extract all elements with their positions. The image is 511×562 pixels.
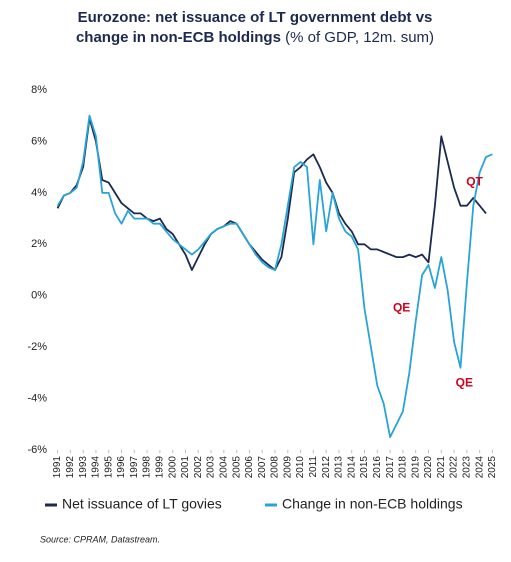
y-tick-label: 2% bbox=[31, 238, 47, 250]
x-tick-label: 2007 bbox=[257, 456, 268, 479]
x-tick-label: 2018 bbox=[398, 456, 409, 479]
x-tick-label: 2022 bbox=[449, 456, 460, 479]
x-tick-label: 2003 bbox=[206, 456, 217, 479]
x-tick-label: 1998 bbox=[142, 456, 153, 479]
x-tick-label: 2000 bbox=[167, 456, 178, 479]
annotation: QE bbox=[393, 301, 410, 315]
x-tick-label: 2008 bbox=[270, 456, 281, 479]
x-tick-label: 1995 bbox=[103, 456, 114, 479]
y-tick-label: -2% bbox=[27, 341, 47, 353]
x-tick-label: 2017 bbox=[385, 456, 396, 479]
annotation: QT bbox=[466, 175, 483, 189]
y-tick-label: 4% bbox=[31, 187, 47, 199]
x-tick-label: 1996 bbox=[116, 456, 127, 479]
annotation: QE bbox=[456, 375, 473, 389]
x-tick-label: 2015 bbox=[359, 456, 370, 479]
x-tick-label: 2011 bbox=[308, 456, 319, 478]
x-tick-label: 1991 bbox=[52, 456, 63, 479]
x-tick-label: 2021 bbox=[436, 456, 447, 479]
y-tick-label: -4% bbox=[27, 392, 47, 404]
x-tick-label: 2002 bbox=[193, 456, 204, 479]
x-tick-label: 1997 bbox=[129, 456, 140, 479]
x-tick-label: 2001 bbox=[180, 456, 191, 479]
x-tick-label: 2024 bbox=[474, 456, 485, 479]
x-tick-label: 2010 bbox=[295, 456, 306, 479]
y-tick-label: 0% bbox=[31, 290, 47, 302]
series-line bbox=[56, 114, 493, 438]
x-tick-label: 2016 bbox=[372, 456, 383, 479]
x-tick-label: 2009 bbox=[282, 456, 293, 479]
chart-title: change in non-ECB holdings (% of GDP, 12… bbox=[76, 29, 434, 46]
x-tick-label: 2006 bbox=[244, 456, 255, 479]
chart-subtitle: (% of GDP, 12m. sum) bbox=[285, 29, 434, 46]
chart-title: change in non-ECB holdings bbox=[76, 29, 281, 46]
x-tick-label: 1999 bbox=[155, 456, 166, 479]
x-tick-label: 2025 bbox=[487, 456, 498, 479]
x-tick-label: 2019 bbox=[410, 456, 421, 479]
x-tick-label: 2004 bbox=[218, 456, 229, 479]
x-tick-label: 2014 bbox=[346, 456, 357, 479]
source: Source: CPRAM, Datastream. bbox=[40, 534, 160, 544]
legend-label: Net issuance of LT govies bbox=[62, 496, 222, 512]
y-tick-label: 8% bbox=[31, 84, 47, 96]
x-tick-label: 2012 bbox=[321, 456, 332, 479]
x-tick-label: 2020 bbox=[423, 456, 434, 479]
x-tick-label: 2005 bbox=[231, 456, 242, 479]
x-tick-label: 1994 bbox=[91, 456, 102, 479]
legend-label: Change in non-ECB holdings bbox=[282, 496, 463, 512]
x-tick-label: 1992 bbox=[65, 456, 76, 479]
x-tick-label: 1993 bbox=[78, 456, 89, 479]
series-line bbox=[56, 117, 487, 271]
chart-title: Eurozone: net issuance of LT government … bbox=[78, 9, 433, 26]
x-tick-label: 2023 bbox=[462, 456, 473, 479]
x-tick-label: 2013 bbox=[334, 456, 345, 479]
y-tick-label: -6% bbox=[27, 444, 47, 456]
y-tick-label: 6% bbox=[31, 135, 47, 147]
